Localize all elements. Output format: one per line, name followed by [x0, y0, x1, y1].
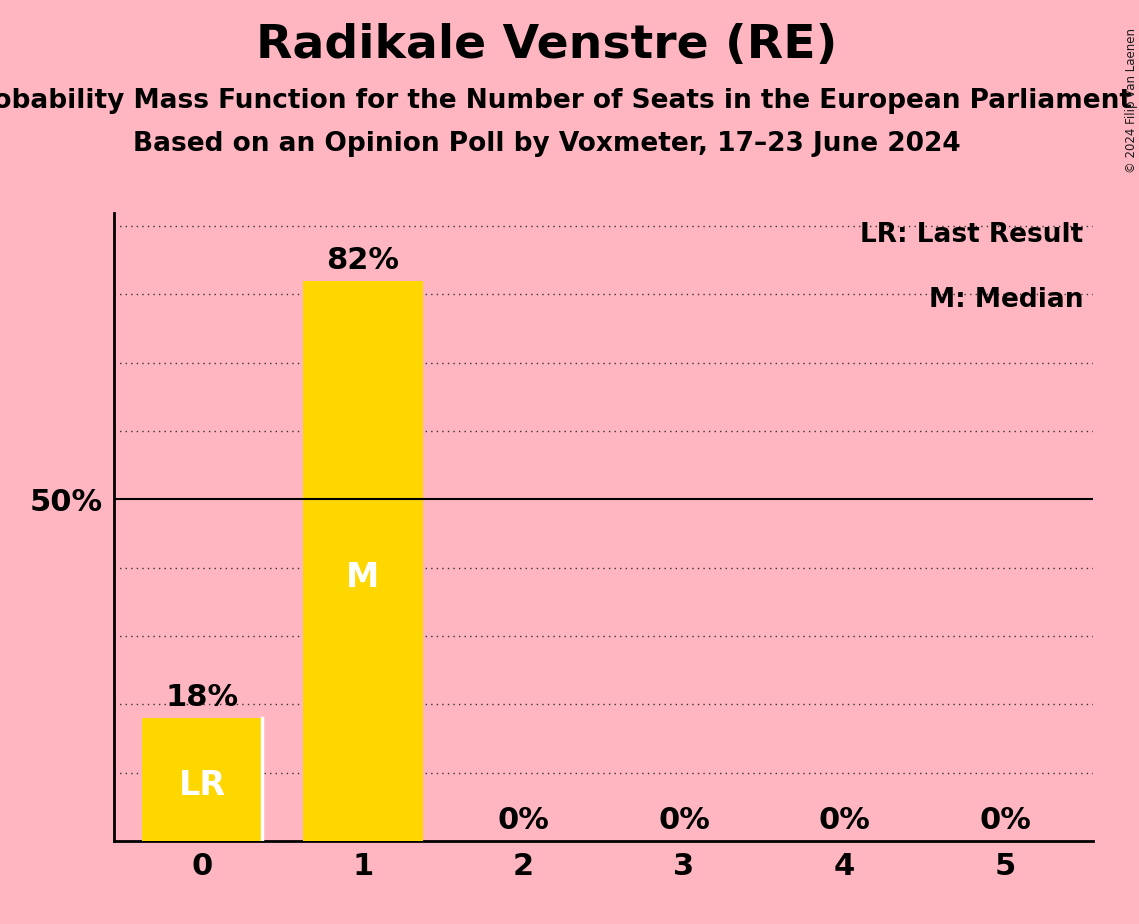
Text: © 2024 Filip van Laenen: © 2024 Filip van Laenen: [1124, 28, 1138, 173]
Text: 18%: 18%: [165, 684, 239, 712]
Text: LR: LR: [179, 769, 226, 802]
Text: Radikale Venstre (RE): Radikale Venstre (RE): [256, 23, 837, 68]
Bar: [303, 281, 423, 841]
Text: 0%: 0%: [819, 807, 870, 835]
Text: LR: Last Result: LR: Last Result: [860, 222, 1083, 248]
Bar: [142, 718, 262, 841]
Text: 0%: 0%: [980, 807, 1031, 835]
Text: 82%: 82%: [326, 247, 400, 275]
Text: Based on an Opinion Poll by Voxmeter, 17–23 June 2024: Based on an Opinion Poll by Voxmeter, 17…: [133, 131, 960, 157]
Text: 0%: 0%: [658, 807, 710, 835]
Text: 0%: 0%: [498, 807, 549, 835]
Text: M: M: [346, 561, 379, 594]
Text: M: Median: M: Median: [929, 287, 1083, 313]
Text: Probability Mass Function for the Number of Seats in the European Parliament: Probability Mass Function for the Number…: [0, 88, 1132, 114]
